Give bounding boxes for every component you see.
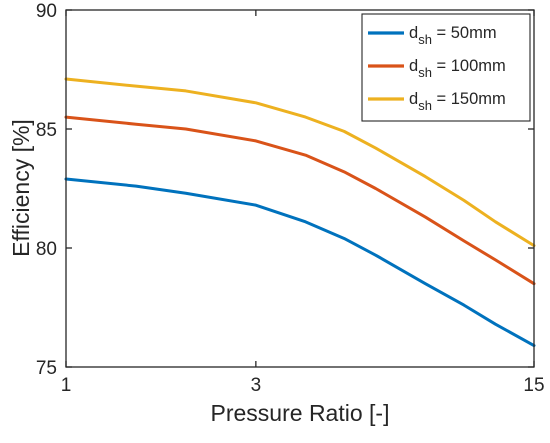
y-tick-label: 90 — [36, 1, 57, 22]
plot-frame — [65, 9, 535, 368]
y-tick-label: 85 — [36, 120, 57, 141]
legend: dsh = 50mm dsh = 100mm dsh = 150mm — [361, 13, 531, 122]
x-axis-label: Pressure Ratio [-] — [211, 400, 390, 426]
legend-label-3: dsh = 150mm — [409, 90, 506, 113]
x-tick-label: 1 — [61, 375, 72, 396]
y-tick-label: 80 — [36, 239, 57, 260]
series-line-3 — [64, 77, 536, 248]
series-line-1 — [64, 177, 536, 348]
y-axis-label: Efficiency [%] — [8, 119, 34, 257]
legend-label-2: dsh = 100mm — [409, 57, 506, 80]
series-layer — [64, 77, 536, 348]
y-tick-label: 75 — [36, 358, 57, 379]
legend-items: dsh = 50mm dsh = 100mm dsh = 150mm — [368, 24, 506, 113]
series-line-2 — [64, 115, 536, 286]
x-tick-label: 15 — [523, 375, 544, 396]
legend-label-1: dsh = 50mm — [409, 24, 497, 47]
x-tick-label: 3 — [251, 375, 262, 396]
